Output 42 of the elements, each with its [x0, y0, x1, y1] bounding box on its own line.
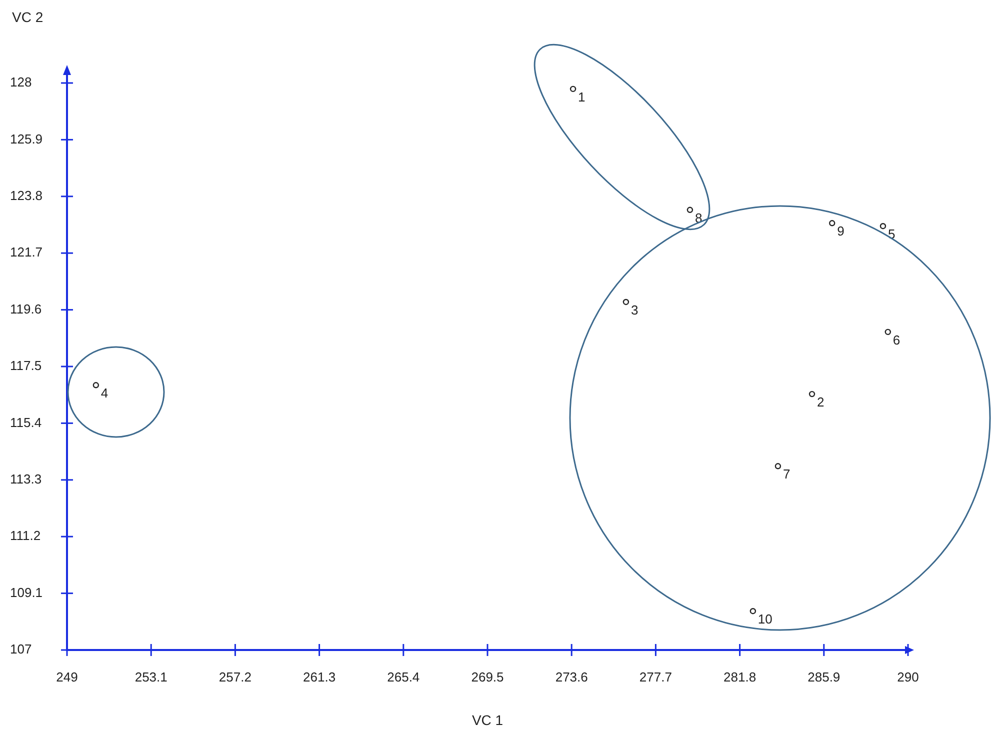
annotation: 4 — [100, 386, 108, 401]
point — [92, 382, 100, 388]
x-tick-label: 281.8 — [724, 669, 756, 684]
point — [829, 220, 836, 226]
annotation: 1 — [578, 90, 586, 105]
point — [884, 328, 891, 336]
x-axis-title: VC 1 — [472, 712, 504, 728]
x-tick-label: 253.1 — [134, 669, 168, 684]
y-tick-label: 117.5 — [10, 358, 42, 374]
x-tick-label: 261.3 — [303, 669, 336, 684]
y-tick-label: 121.7 — [10, 244, 43, 260]
x-tick-label: 285.9 — [808, 669, 840, 684]
annotation: 3 — [630, 302, 638, 318]
x-tick-label: 277.7 — [639, 669, 672, 684]
y-tick-label: 115.4 — [10, 414, 42, 430]
annotation: 9 — [837, 224, 844, 239]
y-axis-title: VC 2 — [12, 8, 44, 25]
x-tick-label: 265.4 — [387, 669, 420, 684]
y-tick-label: 119.6 — [10, 301, 42, 316]
point — [880, 223, 886, 230]
y-tick-label: 128 — [10, 74, 32, 90]
y-tick-label: 109.1 — [10, 584, 43, 600]
annotation: 7 — [782, 466, 790, 482]
x-tick-label: 249 — [56, 669, 78, 684]
point — [750, 608, 756, 614]
annotation: 2 — [817, 394, 824, 410]
point — [686, 206, 694, 213]
x-tick-label: 273.6 — [555, 669, 588, 684]
point — [808, 390, 816, 398]
x-tick-label: 257.2 — [218, 669, 252, 684]
y-tick-label: 107 — [10, 642, 32, 657]
y-tick-label: 123.8 — [10, 188, 43, 203]
point — [622, 298, 630, 306]
x-tick-label: 269.5 — [471, 669, 504, 684]
annotation: 10 — [758, 612, 772, 627]
point — [570, 86, 576, 92]
y-tick-label: 111.2 — [10, 528, 41, 544]
y-tick-label: 125.9 — [10, 131, 43, 146]
x-tick-label: 290 — [897, 669, 919, 684]
point — [774, 463, 782, 470]
y-tick-label: 113.3 — [10, 471, 42, 486]
annotation: 6 — [892, 332, 900, 348]
